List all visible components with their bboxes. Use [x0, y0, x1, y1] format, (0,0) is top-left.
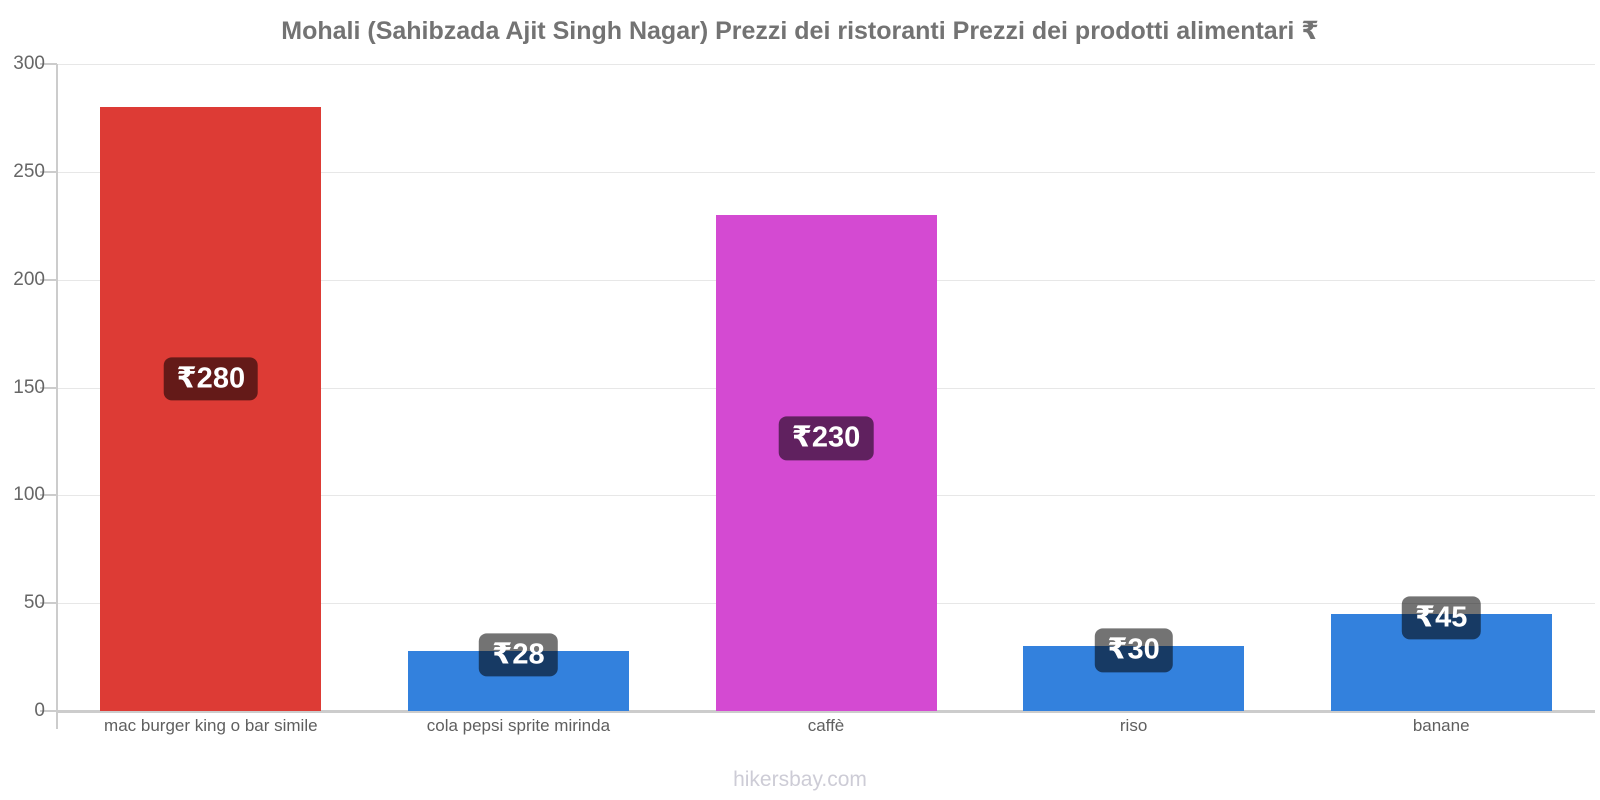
y-tick-label: 150: [13, 376, 45, 398]
bar-1[interactable]: [100, 107, 322, 711]
x-axis-line: [57, 710, 1595, 713]
x-category-label-3: caffè: [807, 716, 845, 735]
bar-3[interactable]: [715, 214, 937, 711]
y-axis-tick: [40, 63, 57, 65]
y-tick-label: 250: [13, 160, 45, 182]
y-tick-label: 0: [34, 700, 45, 721]
y-axis-tick: [40, 710, 57, 712]
value-badge-2: ₹28: [479, 632, 558, 677]
value-badge-3: ₹230: [778, 416, 874, 460]
y-axis-tick: [40, 170, 57, 173]
y-tick-label: 300: [13, 53, 45, 74]
y-tick-label: 50: [23, 592, 45, 614]
grid-line: [57, 64, 1595, 65]
y-axis-line: [56, 64, 58, 729]
watermark-hikersbay: hikersbay.com: [733, 768, 867, 791]
y-axis-tick: [40, 494, 57, 497]
value-badge-4: ₹30: [1094, 628, 1173, 672]
chart-title: Mohali (Sahibzada Ajit Singh Nagar) Prez…: [281, 17, 1319, 45]
value-badge-1: ₹280: [163, 357, 259, 401]
value-badge-5: ₹45: [1401, 596, 1481, 640]
y-axis-tick: [40, 602, 57, 605]
y-axis-tick: [40, 278, 57, 281]
grid-line: [57, 171, 1595, 173]
x-category-label-5: banane: [1412, 716, 1470, 735]
x-category-label-2: cola pepsi sprite mirinda: [426, 716, 611, 735]
y-tick-label: 200: [13, 268, 45, 290]
y-axis-tick: [40, 386, 57, 389]
y-tick-label: 100: [13, 484, 45, 506]
x-category-label-1: mac burger king o bar simile: [104, 716, 318, 735]
x-category-label-4: riso: [1119, 716, 1148, 735]
